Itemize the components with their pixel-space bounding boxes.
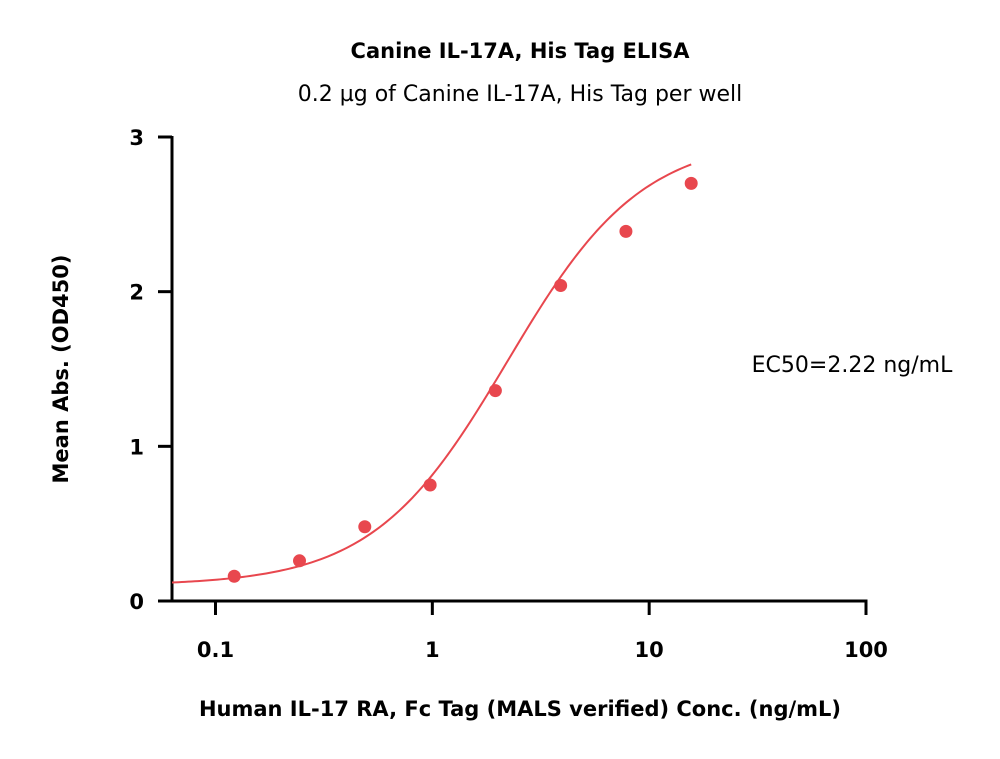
ec50-annotation: EC50=2.22 ng/mL [752,353,953,378]
x-axis-label: Human IL-17 RA, Fc Tag (MALS verified) C… [199,697,841,721]
data-point [358,520,372,534]
y-tick-label: 0 [129,590,144,614]
fit-curve [171,163,692,584]
y-axis-label: Mean Abs. (OD450) [49,255,73,484]
data-point [227,569,241,583]
data-point [423,478,437,492]
data-point [488,384,502,398]
data-points [227,176,698,583]
x-tick-label: 100 [844,638,888,662]
chart-subtitle: 0.2 µg of Canine IL-17A, His Tag per wel… [298,82,742,107]
data-point [684,176,698,190]
chart-title: Canine IL-17A, His Tag ELISA [351,39,691,63]
data-point [554,278,568,292]
x-tick-label: 10 [635,638,664,662]
axes [170,136,868,603]
y-tick-label: 1 [129,435,144,459]
data-point [293,554,307,568]
y-tick-label: 2 [129,281,144,305]
data-point [619,224,633,238]
tick-labels: 0 1 2 3 0.1 1 10 100 [129,126,888,662]
x-tick-label: 0.1 [197,638,234,662]
tick-marks [158,135,868,615]
x-tick-label: 1 [425,638,440,662]
y-tick-label: 3 [129,126,144,150]
